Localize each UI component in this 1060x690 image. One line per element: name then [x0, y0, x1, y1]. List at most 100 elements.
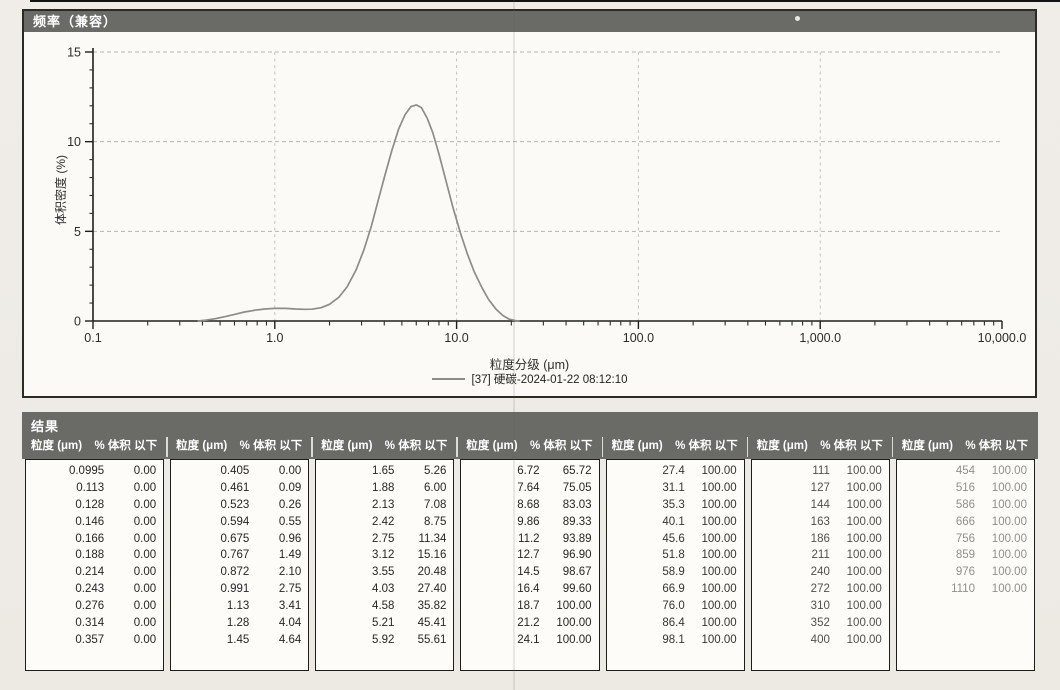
percent-below-value: 0.00 [133, 465, 157, 477]
size-value: 9.86 [517, 515, 540, 528]
size-value: 4.58 [372, 600, 395, 613]
svg-text:10: 10 [67, 135, 81, 149]
percent-below-value: 83.03 [562, 498, 592, 511]
percent-below-value: 100.00 [846, 481, 882, 494]
size-value: 5.21 [372, 617, 395, 630]
y-gridlines [93, 51, 1002, 232]
table-row: 0.675 0.96 [171, 531, 308, 548]
axes [92, 48, 1002, 322]
percent-below-value: 15.16 [417, 549, 447, 562]
results-header-band: 结果 粒度 (μm)% 体积 以下 粒度 (μm)% 体积 以下 粒度 (μm)% … [22, 412, 1038, 459]
size-value: 666 [955, 515, 975, 528]
svg-text:15: 15 [67, 46, 81, 60]
table-row: 98.1 100.00 [607, 632, 744, 649]
size-value: 0.523 [220, 498, 250, 511]
percent-below-value: 100.00 [846, 617, 882, 630]
percent-below-value: 100.00 [701, 532, 737, 545]
size-value: 0.405 [220, 465, 250, 477]
size-value: 454 [955, 465, 975, 477]
chart-panel-titlebar: 频率（兼容） [24, 11, 1035, 32]
legend-line-icon [431, 378, 465, 380]
percent-below-column-header: % 体积 以下 [675, 440, 738, 452]
table-row: 2.13 7.08 [316, 497, 453, 514]
percent-below-value: 4.64 [278, 633, 302, 646]
size-value: 21.2 [517, 617, 540, 630]
result-table-group: 0.0995 0.00 0.113 0.00 0.128 0.00 0.146 0.00 0.1… [25, 459, 165, 671]
table-row: 7.64 75.05 [461, 480, 598, 497]
size-column-header: 粒度 (μm) [176, 440, 228, 452]
percent-below-value: 5.26 [424, 465, 447, 477]
size-value: 18.7 [517, 600, 540, 613]
size-value: 1.65 [372, 465, 395, 477]
percent-below-column-header: % 体积 以下 [384, 440, 448, 452]
percent-below-value: 27.40 [417, 583, 447, 596]
size-value: 58.9 [662, 566, 685, 579]
column-header-group: 粒度 (μm) % 体积 以下 [166, 437, 309, 457]
table-row: 8.68 83.03 [461, 497, 598, 514]
size-value: 11.2 [518, 532, 540, 545]
percent-below-value: 100.00 [701, 617, 737, 630]
percent-below-value: 100.00 [991, 515, 1027, 528]
results-column-headers: 粒度 (μm)% 体积 以下 粒度 (μm)% 体积 以下 粒度 (μm)% 体积 … [22, 437, 1038, 457]
size-value: 7.64 [517, 481, 540, 494]
percent-below-value: 98.67 [562, 566, 592, 579]
table-row: 66.9 100.00 [607, 581, 744, 598]
chart-plot-area: 0.1 1.0 10.0 100.0 1,000.0 10,000.0 0 5 10 15 体积密… [24, 32, 1035, 394]
percent-below-value: 0.00 [133, 481, 157, 494]
result-table-group: 27.4 100.00 31.1 100.00 35.3 100.00 40.1 100.00… [605, 459, 745, 671]
percent-below-value: 0.96 [278, 532, 302, 545]
column-header-group: 粒度 (μm) % 体积 以下 [746, 437, 890, 457]
size-value: 1.13 [226, 600, 250, 613]
size-value: 0.872 [220, 566, 250, 579]
size-value: 27.4 [662, 465, 685, 477]
table-row: 163 100.00 [752, 514, 889, 531]
percent-below-column-header: % 体积 以下 [529, 440, 593, 452]
percent-below-value: 35.82 [417, 600, 447, 613]
size-value: 8.68 [517, 498, 540, 511]
size-value: 127 [810, 481, 830, 494]
percent-below-value: 100.00 [846, 465, 882, 477]
size-value: 3.55 [372, 566, 395, 579]
size-column-header: 粒度 (μm) [31, 440, 83, 452]
table-row: 11.2 93.89 [461, 531, 598, 548]
x-tick-labels: 0.1 1.0 10.0 100.0 1,000.0 10,000.0 [84, 331, 1026, 345]
percent-below-value: 20.48 [417, 566, 447, 579]
results-title: 结果 [31, 419, 60, 434]
table-row: 0.594 0.55 [171, 514, 308, 531]
percent-below-value: 0.00 [133, 566, 157, 579]
table-row: 0.405 0.00 [171, 463, 308, 480]
table-row: 1.65 5.26 [316, 463, 453, 480]
percent-below-column-header: % 体积 以下 [239, 440, 303, 452]
table-row: 127 100.00 [752, 480, 889, 497]
percent-below-value: 100.00 [701, 481, 737, 494]
percent-below-value: 100.00 [556, 633, 592, 646]
size-value: 98.1 [662, 633, 685, 646]
svg-text:100.0: 100.0 [623, 331, 654, 345]
y-axis-title: 体积密度 (%) [54, 155, 68, 225]
size-value: 12.7 [517, 549, 540, 562]
size-value: 5.92 [372, 633, 395, 646]
size-value: 2.75 [372, 532, 395, 545]
size-value: 40.1 [662, 515, 685, 528]
percent-below-value: 55.61 [417, 633, 447, 646]
table-row: 1.13 3.41 [171, 598, 308, 615]
percent-below-value: 7.08 [424, 498, 447, 511]
table-row: 21.2 100.00 [461, 615, 598, 632]
table-row: 0.991 2.75 [171, 581, 308, 598]
percent-below-value: 0.09 [278, 481, 302, 494]
table-row: 4.58 35.82 [316, 598, 453, 615]
table-row: 0.523 0.26 [171, 497, 308, 514]
percent-below-value: 0.00 [278, 465, 302, 477]
frequency-distribution-chart: 0.1 1.0 10.0 100.0 1,000.0 10,000.0 0 5 10 15 [67, 46, 1026, 346]
percent-below-value: 100.00 [991, 481, 1027, 494]
axis-ticks [85, 51, 1003, 329]
scan-edge-line [30, 0, 1060, 2]
percent-below-value: 0.00 [133, 600, 157, 613]
size-value: 1110 [951, 583, 975, 596]
results-table: 0.0995 0.00 0.113 0.00 0.128 0.00 0.146 0.00 0.1… [22, 459, 1038, 671]
size-value: 0.243 [75, 583, 105, 596]
table-row: 186 100.00 [752, 531, 889, 548]
percent-below-value: 89.33 [562, 515, 592, 528]
size-value: 756 [955, 532, 975, 545]
table-row: 0.166 0.00 [26, 531, 163, 548]
